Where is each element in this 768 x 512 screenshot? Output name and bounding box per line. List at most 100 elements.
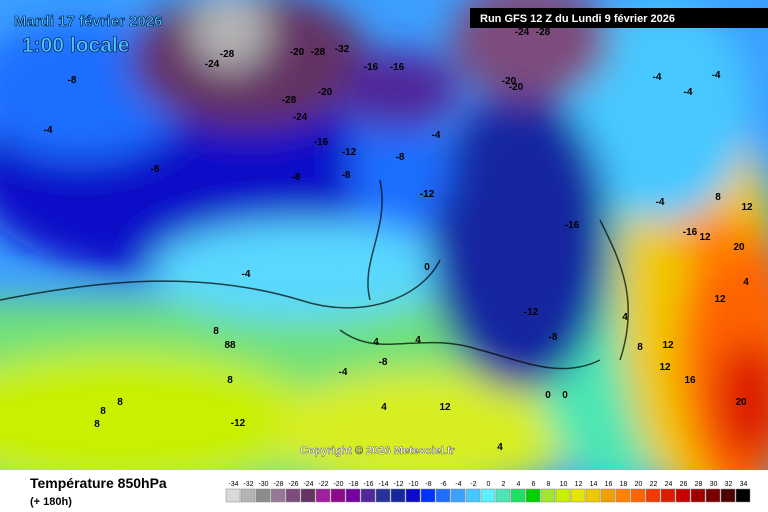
contour-label: 4 [497, 442, 503, 453]
contour-label: -4 [656, 197, 665, 208]
contour-label: -4 [242, 269, 251, 280]
contour-label: -12 [420, 189, 435, 200]
scale-label: -30 [258, 481, 268, 488]
scale-label: -8 [425, 481, 431, 488]
contour-label: -28 [220, 49, 235, 60]
scale-label: -12 [393, 481, 403, 488]
contour-label: -20 [290, 47, 305, 58]
scale-swatch [630, 488, 646, 503]
temperature-field [0, 0, 768, 470]
scale-swatch [255, 488, 271, 503]
scale-label: -26 [288, 481, 298, 488]
scale-swatch [525, 488, 541, 503]
scale-swatch [270, 488, 286, 503]
contour-label: 0 [424, 262, 430, 273]
contour-label: -12 [231, 418, 246, 429]
contour-label: 8 [227, 375, 233, 386]
contour-label: -4 [44, 125, 53, 136]
contour-label: -4 [712, 70, 721, 81]
scale-label: -20 [333, 481, 343, 488]
scale-label: -18 [348, 481, 358, 488]
scale-swatch [465, 488, 481, 503]
contour-label: 8 [100, 406, 106, 417]
contour-label: 12 [714, 294, 726, 305]
scale-label: 8 [547, 481, 551, 488]
scale-swatch [495, 488, 511, 503]
scale-label: -4 [455, 481, 461, 488]
run-box [470, 8, 768, 28]
scale-label: -2 [470, 481, 476, 488]
scale-swatch [375, 488, 391, 503]
contour-label: -16 [565, 220, 580, 231]
contour-label: -8 [379, 357, 388, 368]
contour-label: 12 [699, 232, 711, 243]
scale-label: -16 [363, 481, 373, 488]
scale-label: 18 [620, 481, 628, 488]
contour-label: -12 [342, 147, 357, 158]
scale-label: 6 [532, 481, 536, 488]
contour-label: 20 [733, 242, 745, 253]
scale-swatch [450, 488, 466, 503]
scale-swatch [390, 488, 406, 503]
scale-swatch [420, 488, 436, 503]
scale-swatch [720, 488, 736, 503]
scale-label: 26 [680, 481, 688, 488]
scale-swatch [690, 488, 706, 503]
scale-label: 30 [710, 481, 718, 488]
contour-label: 4 [381, 402, 387, 413]
contour-label: -24 [293, 112, 308, 123]
contour-label: 4 [373, 337, 379, 348]
scale-swatch [510, 488, 526, 503]
scale-swatch [225, 488, 241, 503]
scale-label: -34 [228, 481, 238, 488]
contour-label: -8 [151, 164, 160, 175]
scale-label: -22 [318, 481, 328, 488]
scale-label: 14 [590, 481, 598, 488]
scale-swatch [660, 488, 676, 503]
contour-label: -20 [318, 87, 333, 98]
scale-swatch [645, 488, 661, 503]
scale-swatch [540, 488, 556, 503]
contour-label: -20 [509, 82, 524, 93]
scale-label: -10 [408, 481, 418, 488]
contour-label: -16 [390, 62, 405, 73]
scale-swatch [330, 488, 346, 503]
scale-label: 32 [725, 481, 733, 488]
run-info: Run GFS 12 Z du Lundi 9 février 2026 [480, 13, 675, 25]
scale-swatch [675, 488, 691, 503]
scale-swatch [435, 488, 451, 503]
contour-label: -16 [683, 227, 698, 238]
contour-label: 4 [743, 277, 749, 288]
contour-label: 0 [562, 390, 568, 401]
contour-label: 0 [545, 390, 551, 401]
scale-label: 2 [502, 481, 506, 488]
scale-label: 34 [740, 481, 748, 488]
contour-label: 8 [94, 419, 100, 430]
contour-label: 4 [415, 335, 421, 346]
contour-label: 88 [224, 340, 236, 351]
time: 1:00 locale [22, 34, 129, 57]
contour-label: -28 [311, 47, 326, 58]
scale-label: 28 [695, 481, 703, 488]
contour-label: -28 [536, 27, 551, 38]
scale-swatch [600, 488, 616, 503]
scale-swatch [405, 488, 421, 503]
contour-label: 12 [659, 362, 671, 373]
scale-label: 10 [560, 481, 568, 488]
scale-label: 12 [575, 481, 583, 488]
contour-label: 12 [439, 402, 451, 413]
date: Mardi 17 février 2026 [14, 13, 162, 30]
contour-label: 12 [741, 202, 753, 213]
scale-swatch [735, 488, 751, 503]
scale-label: 24 [665, 481, 673, 488]
scale-swatch [285, 488, 301, 503]
scale-label: 4 [517, 481, 521, 488]
scale-label: 16 [605, 481, 613, 488]
contour-label: -20 [502, 76, 517, 87]
contour-label: 12 [662, 340, 674, 351]
contour-label: 20 [735, 397, 747, 408]
contour-label: -8 [292, 172, 301, 183]
contour-label: -8 [342, 170, 351, 181]
